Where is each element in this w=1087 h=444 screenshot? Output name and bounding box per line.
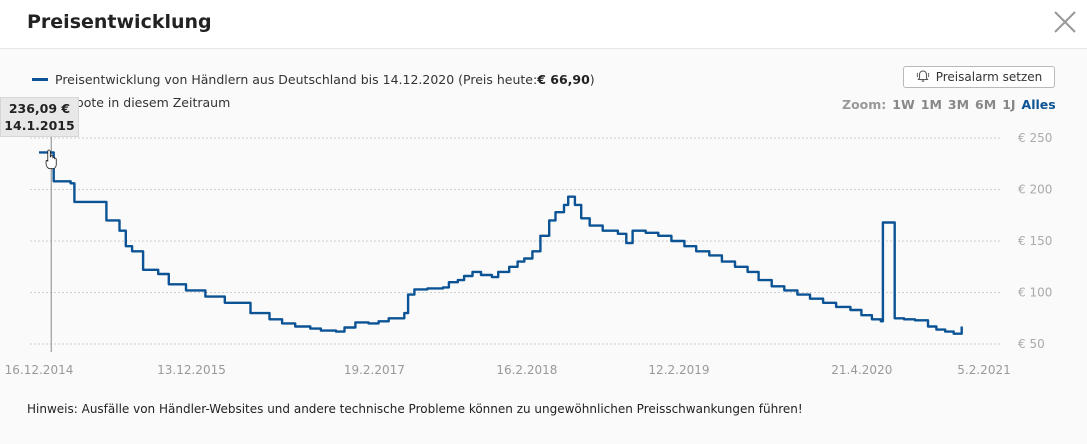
x-tick-label: 12.2.2019 bbox=[648, 363, 709, 377]
y-tick-label: € 50 bbox=[1018, 337, 1045, 351]
legend-label: Preisentwicklung von Händlern aus Deutsc… bbox=[55, 72, 538, 87]
y-tick-label: € 100 bbox=[1018, 286, 1052, 300]
hint-text: Hinweis: Ausfälle von Händler-Websites u… bbox=[27, 402, 803, 416]
legend-item[interactable]: Preisentwicklung von Händlern aus Deutsc… bbox=[32, 72, 595, 87]
zoom-6m-button[interactable]: 6M bbox=[975, 97, 997, 112]
tooltip-value: 236,09 € bbox=[8, 101, 71, 116]
bell-icon bbox=[916, 69, 930, 86]
legend-label-end: ) bbox=[589, 72, 595, 87]
chart-panel bbox=[0, 49, 1087, 444]
legend-second-line[interactable]: e Angebote in diesem Zeitraum bbox=[32, 95, 231, 110]
y-tick-label: € 200 bbox=[1018, 183, 1052, 197]
tooltip-date: 14.1.2015 bbox=[4, 118, 75, 133]
close-icon[interactable] bbox=[1050, 7, 1080, 37]
price-alarm-label: Preisalarm setzen bbox=[935, 70, 1043, 84]
hand-cursor-icon bbox=[45, 149, 57, 170]
zoom-selector: Zoom: 1W 1M 3M 6M 1J Alles bbox=[842, 97, 1056, 112]
zoom-1m-button[interactable]: 1M bbox=[920, 97, 942, 112]
zoom-3m-button[interactable]: 3M bbox=[947, 97, 970, 112]
zoom-1j-button[interactable]: 1J bbox=[1002, 97, 1016, 112]
x-tick-label: 21.4.2020 bbox=[831, 363, 892, 377]
price-alarm-button[interactable]: Preisalarm setzen bbox=[903, 66, 1055, 88]
y-tick-label: € 150 bbox=[1018, 234, 1052, 248]
dialog-header: Preisentwicklung bbox=[0, 0, 1087, 49]
price-series-line bbox=[39, 151, 963, 335]
zoom-all-button[interactable]: Alles bbox=[1021, 97, 1056, 112]
x-tick-label: 19.2.2017 bbox=[344, 363, 405, 377]
zoom-label: Zoom: bbox=[842, 97, 887, 112]
x-tick-label: 16.12.2014 bbox=[5, 363, 74, 377]
dialog-title: Preisentwicklung bbox=[27, 11, 212, 33]
x-tick-label: 13.12.2015 bbox=[157, 363, 226, 377]
x-tick-label: 5.2.2021 bbox=[957, 363, 1010, 377]
zoom-1w-button[interactable]: 1W bbox=[892, 97, 915, 112]
chart-tooltip: 236,09 € 14.1.2015 bbox=[0, 97, 79, 137]
y-tick-label: € 250 bbox=[1018, 131, 1052, 145]
x-tick-label: 16.2.2018 bbox=[496, 363, 557, 377]
legend-price-today: € 66,90 bbox=[537, 72, 590, 87]
legend-swatch bbox=[32, 78, 48, 81]
